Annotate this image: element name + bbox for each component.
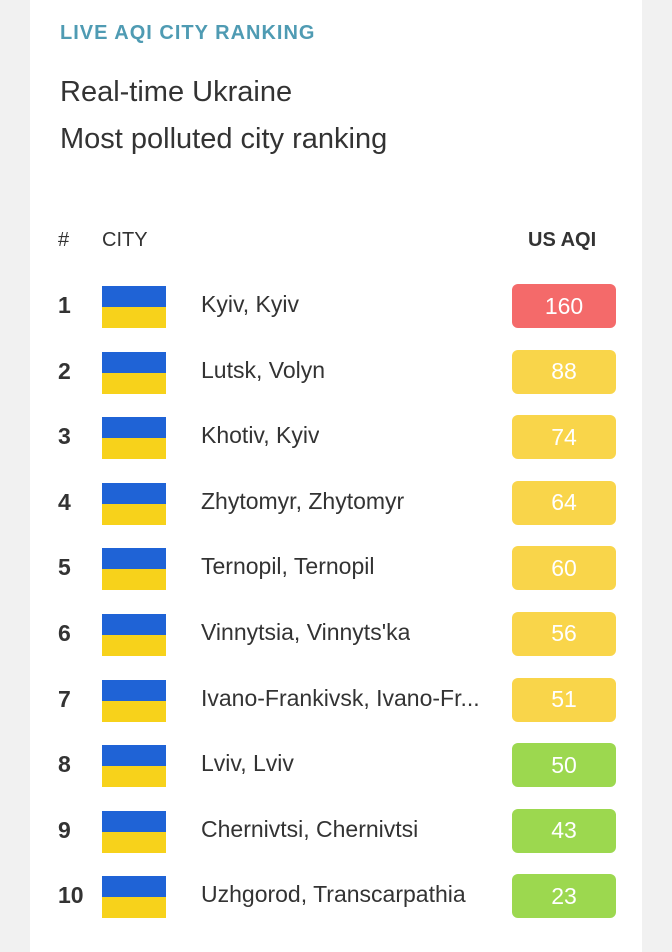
- ranking-list: 1 Kyiv, Kyiv 160 2 Lutsk, Volyn 88 3 Khotiv, Ky…: [30, 273, 642, 929]
- city-name[interactable]: Ivano-Frankivsk, Ivano-Fr...: [201, 684, 480, 711]
- city-name[interactable]: Zhytomyr, Zhytomyr: [201, 487, 405, 514]
- ukraine-flag-icon: [102, 351, 166, 394]
- rank-number: 9: [58, 816, 71, 843]
- rank-number: 4: [58, 488, 71, 515]
- aqi-badge: 60: [512, 546, 616, 591]
- rank-number: 1: [58, 292, 71, 318]
- ukraine-flag-icon: [102, 548, 166, 591]
- aqi-badge: 160: [512, 284, 616, 328]
- rank-number: 5: [58, 554, 71, 581]
- ukraine-flag-icon: [102, 613, 166, 656]
- rank-number: 8: [58, 751, 71, 778]
- ukraine-flag-icon: [102, 745, 166, 788]
- aqi-badge: 50: [512, 743, 616, 788]
- ukraine-flag-icon: [102, 286, 166, 328]
- ukraine-flag-icon: [102, 482, 166, 525]
- page-title-line2: Most polluted city ranking: [60, 123, 388, 155]
- ukraine-flag-icon: [102, 810, 166, 853]
- rank-number: 7: [58, 685, 71, 712]
- rank-number: 6: [58, 619, 71, 646]
- list-item[interactable]: 7 Ivano-Frankivsk, Ivano-Fr... 51: [30, 667, 642, 733]
- city-name[interactable]: Khotiv, Kyiv: [201, 422, 320, 449]
- aqi-badge: 74: [512, 415, 616, 460]
- list-item[interactable]: 8 Lviv, Lviv 50: [30, 732, 642, 798]
- list-item[interactable]: 3 Khotiv, Kyiv 74: [30, 404, 642, 470]
- rank-number: 3: [58, 423, 71, 450]
- list-item[interactable]: 1 Kyiv, Kyiv 160: [30, 273, 642, 339]
- rank-number: 10: [58, 882, 84, 909]
- city-name[interactable]: Ternopil, Ternopil: [201, 553, 375, 580]
- city-name[interactable]: Uzhgorod, Transcarpathia: [201, 881, 466, 908]
- column-header-aqi: US AQI: [528, 229, 597, 251]
- ukraine-flag-icon: [102, 417, 166, 460]
- aqi-badge: 56: [512, 611, 616, 656]
- list-item[interactable]: 2 Lutsk, Volyn 88: [30, 339, 642, 405]
- list-item[interactable]: 4 Zhytomyr, Zhytomyr 64: [30, 470, 642, 536]
- city-name[interactable]: Vinnytsia, Vinnyts'ka: [201, 618, 411, 645]
- column-header-rank: #: [58, 229, 70, 251]
- rank-number: 2: [58, 357, 71, 384]
- city-name[interactable]: Chernivtsi, Chernivtsi: [201, 815, 419, 842]
- aqi-badge: 43: [512, 808, 616, 853]
- city-name[interactable]: Lviv, Lviv: [201, 750, 294, 777]
- aqi-badge: 23: [512, 874, 616, 919]
- column-header-city: CITY: [102, 229, 148, 251]
- page-title-line1: Real-time Ukraine: [60, 76, 293, 108]
- ukraine-flag-icon: [102, 679, 166, 722]
- aqi-badge: 64: [512, 480, 616, 525]
- list-item[interactable]: 9 Chernivtsi, Chernivtsi 43: [30, 798, 642, 864]
- ukraine-flag-icon: [102, 876, 166, 919]
- city-name[interactable]: Kyiv, Kyiv: [201, 291, 299, 317]
- section-eyebrow[interactable]: LIVE AQI CITY RANKING: [60, 22, 316, 44]
- city-name[interactable]: Lutsk, Volyn: [201, 356, 326, 383]
- list-item[interactable]: 10 Uzhgorod, Transcarpathia 23: [30, 863, 642, 929]
- aqi-badge: 51: [512, 677, 616, 722]
- list-item[interactable]: 6 Vinnytsia, Vinnyts'ka 56: [30, 601, 642, 667]
- aqi-badge: 88: [512, 349, 616, 394]
- ranking-card: LIVE AQI CITY RANKING Real-time Ukraine …: [30, 0, 642, 952]
- list-item[interactable]: 5 Ternopil, Ternopil 60: [30, 535, 642, 601]
